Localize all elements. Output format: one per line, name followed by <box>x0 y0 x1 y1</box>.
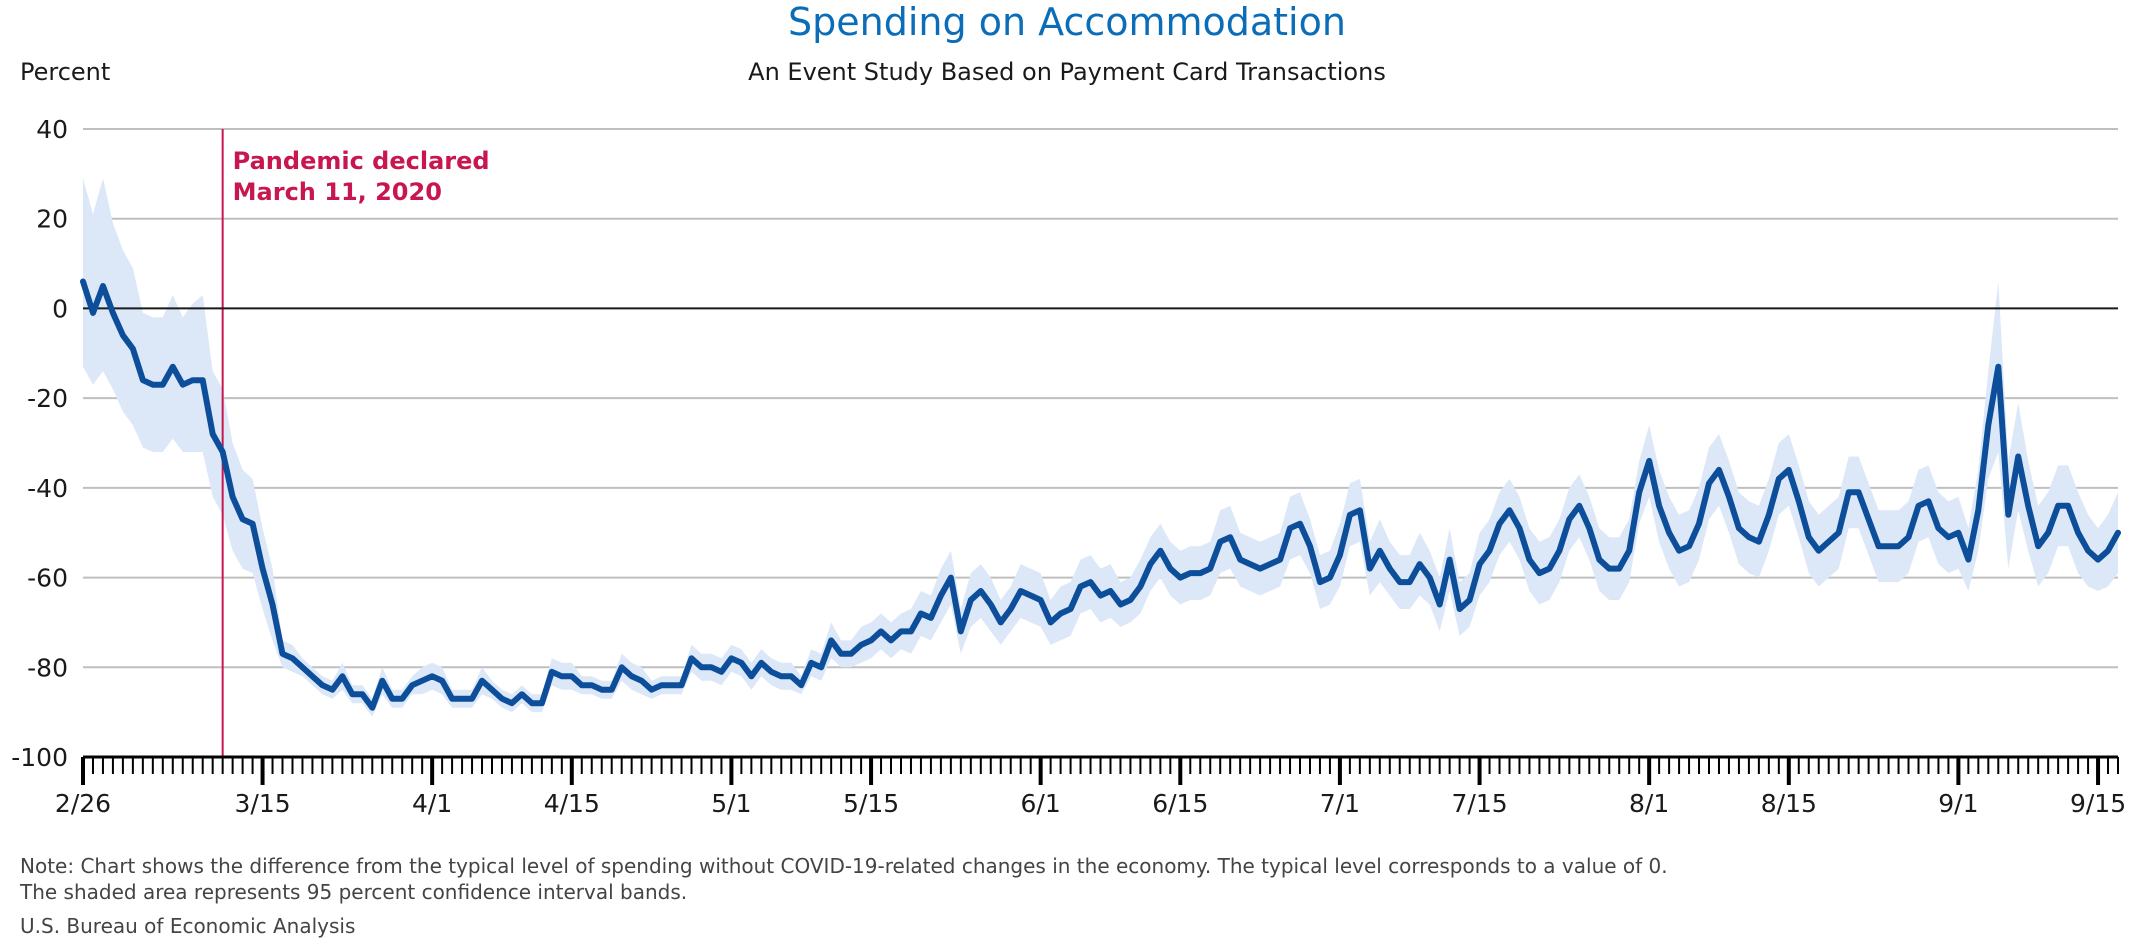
chart-title: Spending on Accommodation <box>788 0 1346 44</box>
confidence-band <box>83 178 2118 717</box>
x-tick-label: 6/15 <box>1152 789 1208 818</box>
x-tick-label: 7/1 <box>1320 789 1360 818</box>
y-tick-label: -100 <box>11 743 68 772</box>
x-tick-label: 8/1 <box>1629 789 1669 818</box>
confidence-band-layer <box>83 178 2118 717</box>
y-tick-label: 20 <box>36 205 68 234</box>
y-tick-label: -20 <box>27 384 68 413</box>
x-tick-label: 7/15 <box>1451 789 1507 818</box>
x-tick-label: 4/15 <box>544 789 600 818</box>
x-axis-tick-labels: 2/26 3/15 4/1 4/15 5/1 5/15 6/1 6/15 7/1 7/15 8/1 8… <box>55 789 2126 818</box>
series-line-layer <box>80 278 2121 711</box>
x-tick-label: 4/1 <box>412 789 452 818</box>
y-axis-tick-labels: 40 20 0 -20 -40 -60 -80 -100 <box>11 115 68 772</box>
y-axis-unit-label: Percent <box>20 58 111 86</box>
chart-note: Note: Chart shows the difference from th… <box>20 854 1668 878</box>
x-tick-label: 5/15 <box>843 789 899 818</box>
source-credit: U.S. Bureau of Economic Analysis <box>20 914 356 938</box>
y-tick-label: 0 <box>52 294 68 323</box>
y-tick-label: -40 <box>27 474 68 503</box>
series-line <box>80 278 2121 711</box>
x-axis <box>81 755 2119 785</box>
chart-subtitle: An Event Study Based on Payment Card Tra… <box>748 58 1386 86</box>
x-tick-label: 3/15 <box>234 789 290 818</box>
x-tick-label: 2/26 <box>55 789 111 818</box>
y-tick-label: -80 <box>27 653 68 682</box>
x-tick-label: 9/1 <box>1938 789 1978 818</box>
x-tick-label: 6/1 <box>1021 789 1061 818</box>
pandemic-annotation-line2: March 11, 2020 <box>233 178 442 206</box>
chart-canvas: Pandemic declared March 11, 2020 40 20 0 -2… <box>11 115 2126 818</box>
x-tick-label: 8/15 <box>1761 789 1817 818</box>
y-tick-label: -60 <box>27 564 68 593</box>
x-tick-label: 9/15 <box>2070 789 2126 818</box>
x-tick-label: 5/1 <box>711 789 751 818</box>
pandemic-annotation-line1: Pandemic declared <box>233 147 490 175</box>
y-tick-label: 40 <box>36 115 68 144</box>
event-marker-layer: Pandemic declared March 11, 2020 <box>221 129 490 757</box>
chart-note-continued: The shaded area represents 95 percent co… <box>20 880 688 904</box>
